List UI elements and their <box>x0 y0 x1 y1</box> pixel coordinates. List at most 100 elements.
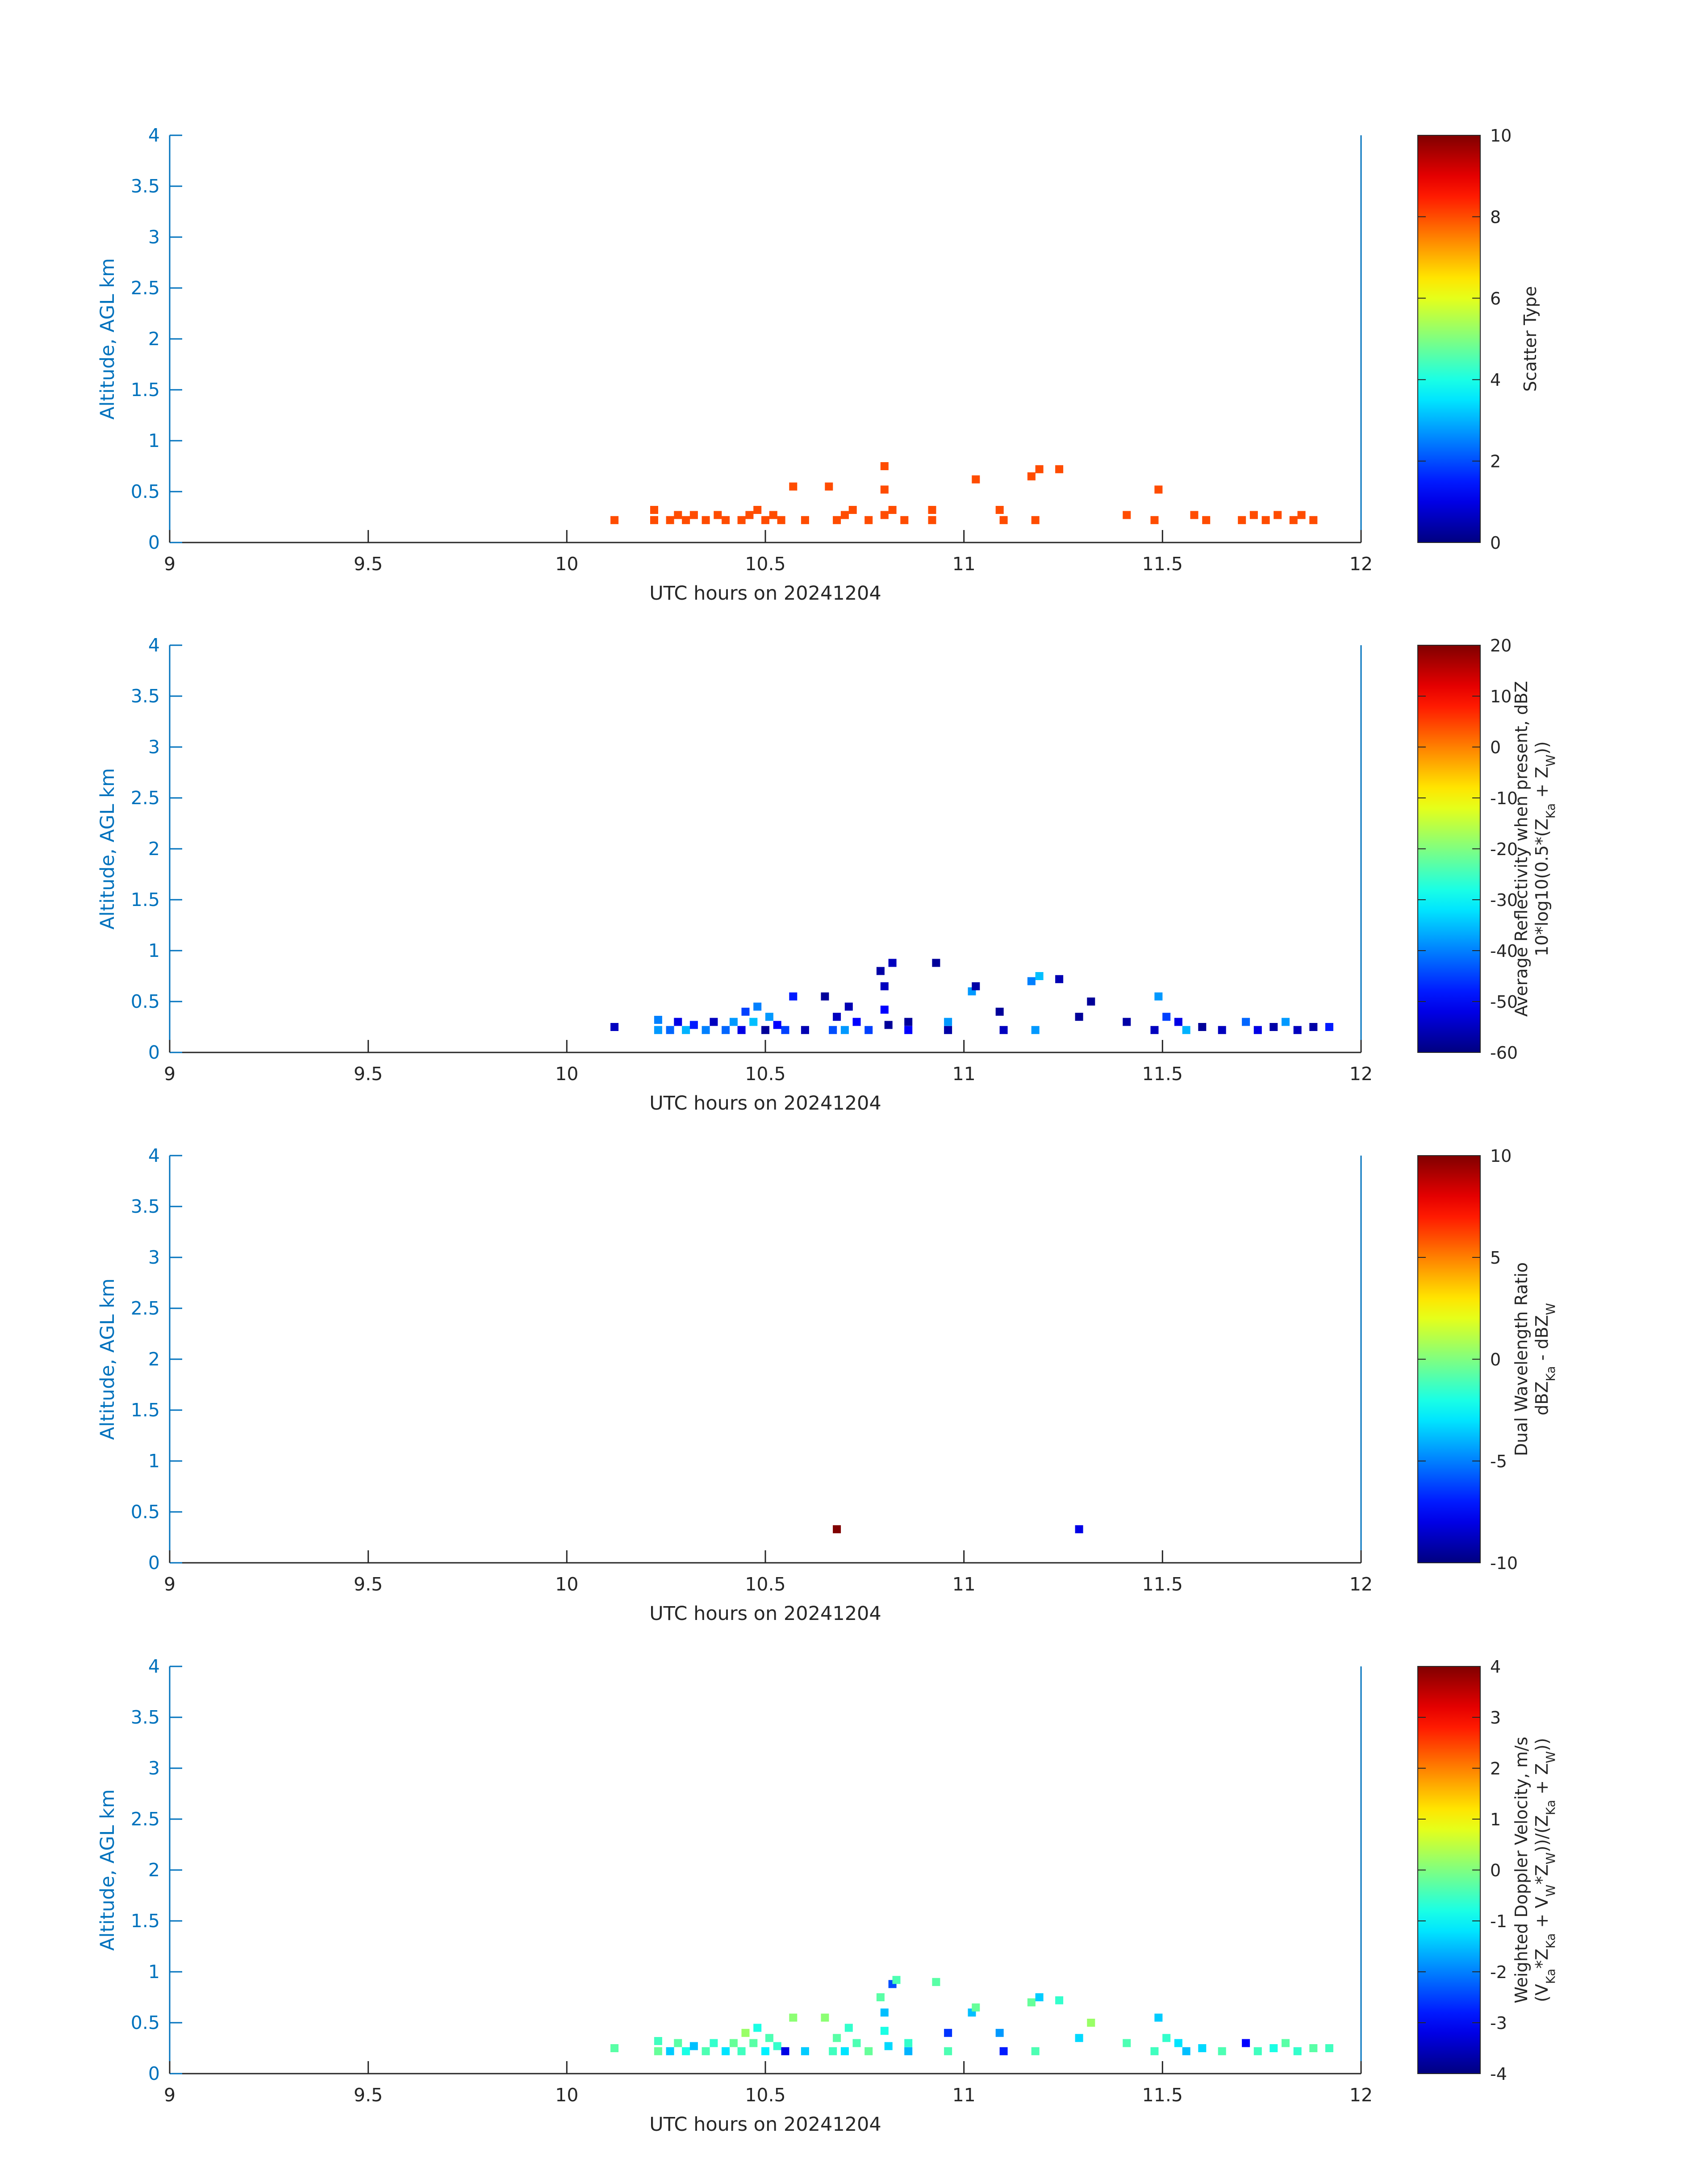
colorbar: -10 -5 0 5 10 Dual Wavelength Ratio dBZKa - dB… <box>1417 1146 1558 1573</box>
y-tick-label: 0 <box>148 2063 160 2084</box>
y-tick-label: 2.5 <box>131 1808 160 1830</box>
data-cell <box>1190 511 1199 519</box>
data-cell <box>995 2029 1004 2037</box>
colorbar-tick-label: -30 <box>1490 890 1518 910</box>
data-cell <box>1035 1993 1044 2001</box>
data-cell <box>821 992 829 1001</box>
data-cell <box>777 516 785 524</box>
y-axis-label: Altitude, AGL km <box>96 768 119 930</box>
data-cell <box>789 482 798 491</box>
data-cell <box>666 516 674 524</box>
data-cell <box>1242 1018 1250 1026</box>
data-cell <box>844 1002 853 1011</box>
data-cell <box>932 959 940 967</box>
data-cell <box>729 1018 738 1026</box>
data-cell <box>1154 485 1163 494</box>
data-cell <box>944 2029 952 2037</box>
data-cell <box>650 516 658 524</box>
data-cell <box>682 2047 690 2055</box>
y-tick-label: 3.5 <box>131 685 160 707</box>
data-cell <box>944 1026 952 1034</box>
x-tick-label: 9.5 <box>354 2084 383 2106</box>
data-cell <box>753 2024 762 2032</box>
y-tick-label: 2.5 <box>131 277 160 299</box>
data-cell <box>864 1026 873 1034</box>
colorbar-tick-label: 4 <box>1490 370 1501 390</box>
data-cell <box>840 2047 849 2055</box>
data-cell <box>880 485 889 494</box>
colorbar-tick-label: 3 <box>1490 1708 1501 1728</box>
data-cell <box>944 1018 952 1026</box>
data-cell <box>801 1026 809 1034</box>
x-axis-label: UTC hours on 20241204 <box>649 1092 881 1115</box>
x-tick-label: 10 <box>555 553 578 575</box>
data-cell <box>1325 2044 1333 2052</box>
x-tick-label: 10 <box>555 1063 578 1085</box>
colorbar-tick-label: -40 <box>1490 941 1518 961</box>
data-cell <box>1123 1018 1131 1026</box>
data-cell <box>722 2047 730 2055</box>
data-cell <box>876 1993 885 2001</box>
y-tick-label: 2 <box>148 328 160 350</box>
data-cell <box>840 511 849 519</box>
data-cell <box>1297 511 1306 519</box>
data-cell <box>1075 1525 1083 1533</box>
colorbar-gradient <box>1417 135 1481 543</box>
data-cell <box>904 2047 913 2055</box>
data-cell <box>1075 2034 1083 2042</box>
data-cell <box>1198 2044 1207 2052</box>
y-tick-label: 3.5 <box>131 175 160 197</box>
data-cell <box>1162 1013 1171 1021</box>
y-tick-label: 4 <box>148 1656 160 1677</box>
x-axis-label: UTC hours on 20241204 <box>649 1603 881 1625</box>
data-cell <box>722 1026 730 1034</box>
x-tick-label: 10.5 <box>745 1063 785 1085</box>
x-tick-label: 9.5 <box>354 1063 383 1085</box>
data-cell <box>864 2047 873 2055</box>
y-axis-label: Altitude, AGL km <box>96 1278 119 1440</box>
data-cell <box>729 2039 738 2047</box>
y-tick-label: 2 <box>148 1859 160 1881</box>
data-cell <box>1154 992 1163 1001</box>
x-tick-label: 9 <box>164 2084 175 2106</box>
data-cell <box>1242 2039 1250 2047</box>
colorbar-tick-label: -10 <box>1490 789 1518 808</box>
data-cell <box>1035 972 1044 980</box>
data-cell <box>904 1018 913 1026</box>
x-tick-label: 12 <box>1349 553 1373 575</box>
data-cell <box>880 982 889 990</box>
y-tick-label: 3 <box>148 736 160 758</box>
data-cell <box>1027 1998 1036 2007</box>
x-tick-label: 12 <box>1349 1063 1373 1085</box>
x-tick-label: 12 <box>1349 2084 1373 2106</box>
data-cell <box>654 1016 662 1024</box>
y-tick-label: 1 <box>148 940 160 961</box>
data-cell <box>1253 1026 1262 1034</box>
colorbar-label: Dual Wavelength Ratio <box>1512 1262 1531 1456</box>
data-cell <box>821 2013 829 2022</box>
data-cell <box>1218 2047 1226 2055</box>
data-cell <box>654 1026 662 1034</box>
y-tick-label: 0.5 <box>131 2012 160 2033</box>
colorbar-tick-label: -20 <box>1490 839 1518 859</box>
data-cell <box>610 516 619 524</box>
data-cell <box>765 1013 773 1021</box>
data-cell <box>1253 2047 1262 2055</box>
colorbar-tick-label: 1 <box>1490 1810 1501 1829</box>
y-tick-label: 3 <box>148 226 160 248</box>
x-tick-label: 11.5 <box>1142 1574 1183 1595</box>
colorbar-tick-label: 4 <box>1490 1657 1501 1677</box>
data-cell <box>710 2039 718 2047</box>
y-tick-label: 2.5 <box>131 1298 160 1319</box>
data-cell <box>769 511 777 519</box>
colorbar-tick-label: 0 <box>1490 1861 1501 1880</box>
colorbar-label: (VKa*ZKa + VW*ZW))/(ZKa + ZW)) <box>1532 1738 1558 2002</box>
data-cell <box>1035 465 1044 473</box>
y-tick-label: 2 <box>148 838 160 860</box>
data-cell <box>1289 516 1298 524</box>
data-cell <box>674 1018 682 1026</box>
data-cell <box>904 2039 913 2047</box>
data-cell <box>654 2047 662 2055</box>
